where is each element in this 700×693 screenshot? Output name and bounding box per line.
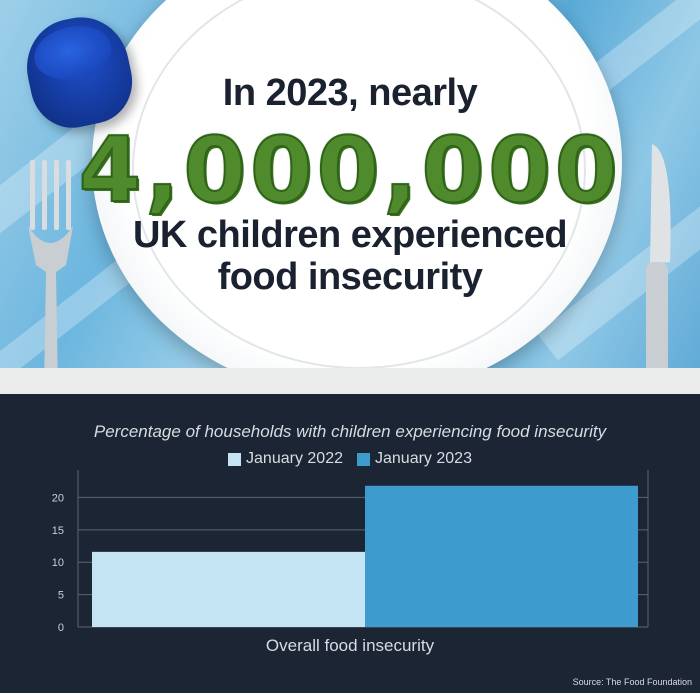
headline-line-4: food insecurity <box>217 256 483 298</box>
hero-illustration: In 2023, nearly 4,000,000 UK children ex… <box>0 0 700 390</box>
legend-label-2022: January 2022 <box>246 450 343 467</box>
y-tick-label-20: 20 <box>52 492 64 504</box>
legend-item-2023: January 2023 <box>357 450 472 468</box>
legend-item-2022: January 2022 <box>228 450 343 468</box>
chart-legend: January 2022 January 2023 <box>0 450 700 468</box>
legend-label-2023: January 2023 <box>375 450 472 467</box>
chart-title: Percentage of households with children e… <box>93 422 607 441</box>
y-tick-label-10: 10 <box>52 557 64 569</box>
legend-swatch-2023 <box>357 452 370 466</box>
headline-intro: In 2023, nearly <box>222 72 478 114</box>
bar-january-2023 <box>365 485 638 627</box>
fork-illustration <box>28 160 73 390</box>
legend-swatch-2022 <box>228 452 242 466</box>
y-tick-label-5: 5 <box>58 590 64 602</box>
headline-number: 4,000,000 <box>78 117 622 224</box>
x-axis-category-label: Overall food insecurity <box>265 636 435 655</box>
bar-chart: 0 5 10 15 20 <box>52 470 649 634</box>
y-tick-label-15: 15 <box>52 525 64 537</box>
torn-paper-edge <box>0 368 700 394</box>
bar-january-2022 <box>92 551 365 627</box>
source-note: Source: The Food Foundation <box>572 677 692 687</box>
headline-line-3: UK children experienced <box>132 214 568 256</box>
y-tick-label-0: 0 <box>58 622 64 634</box>
knife-illustration <box>646 144 671 380</box>
